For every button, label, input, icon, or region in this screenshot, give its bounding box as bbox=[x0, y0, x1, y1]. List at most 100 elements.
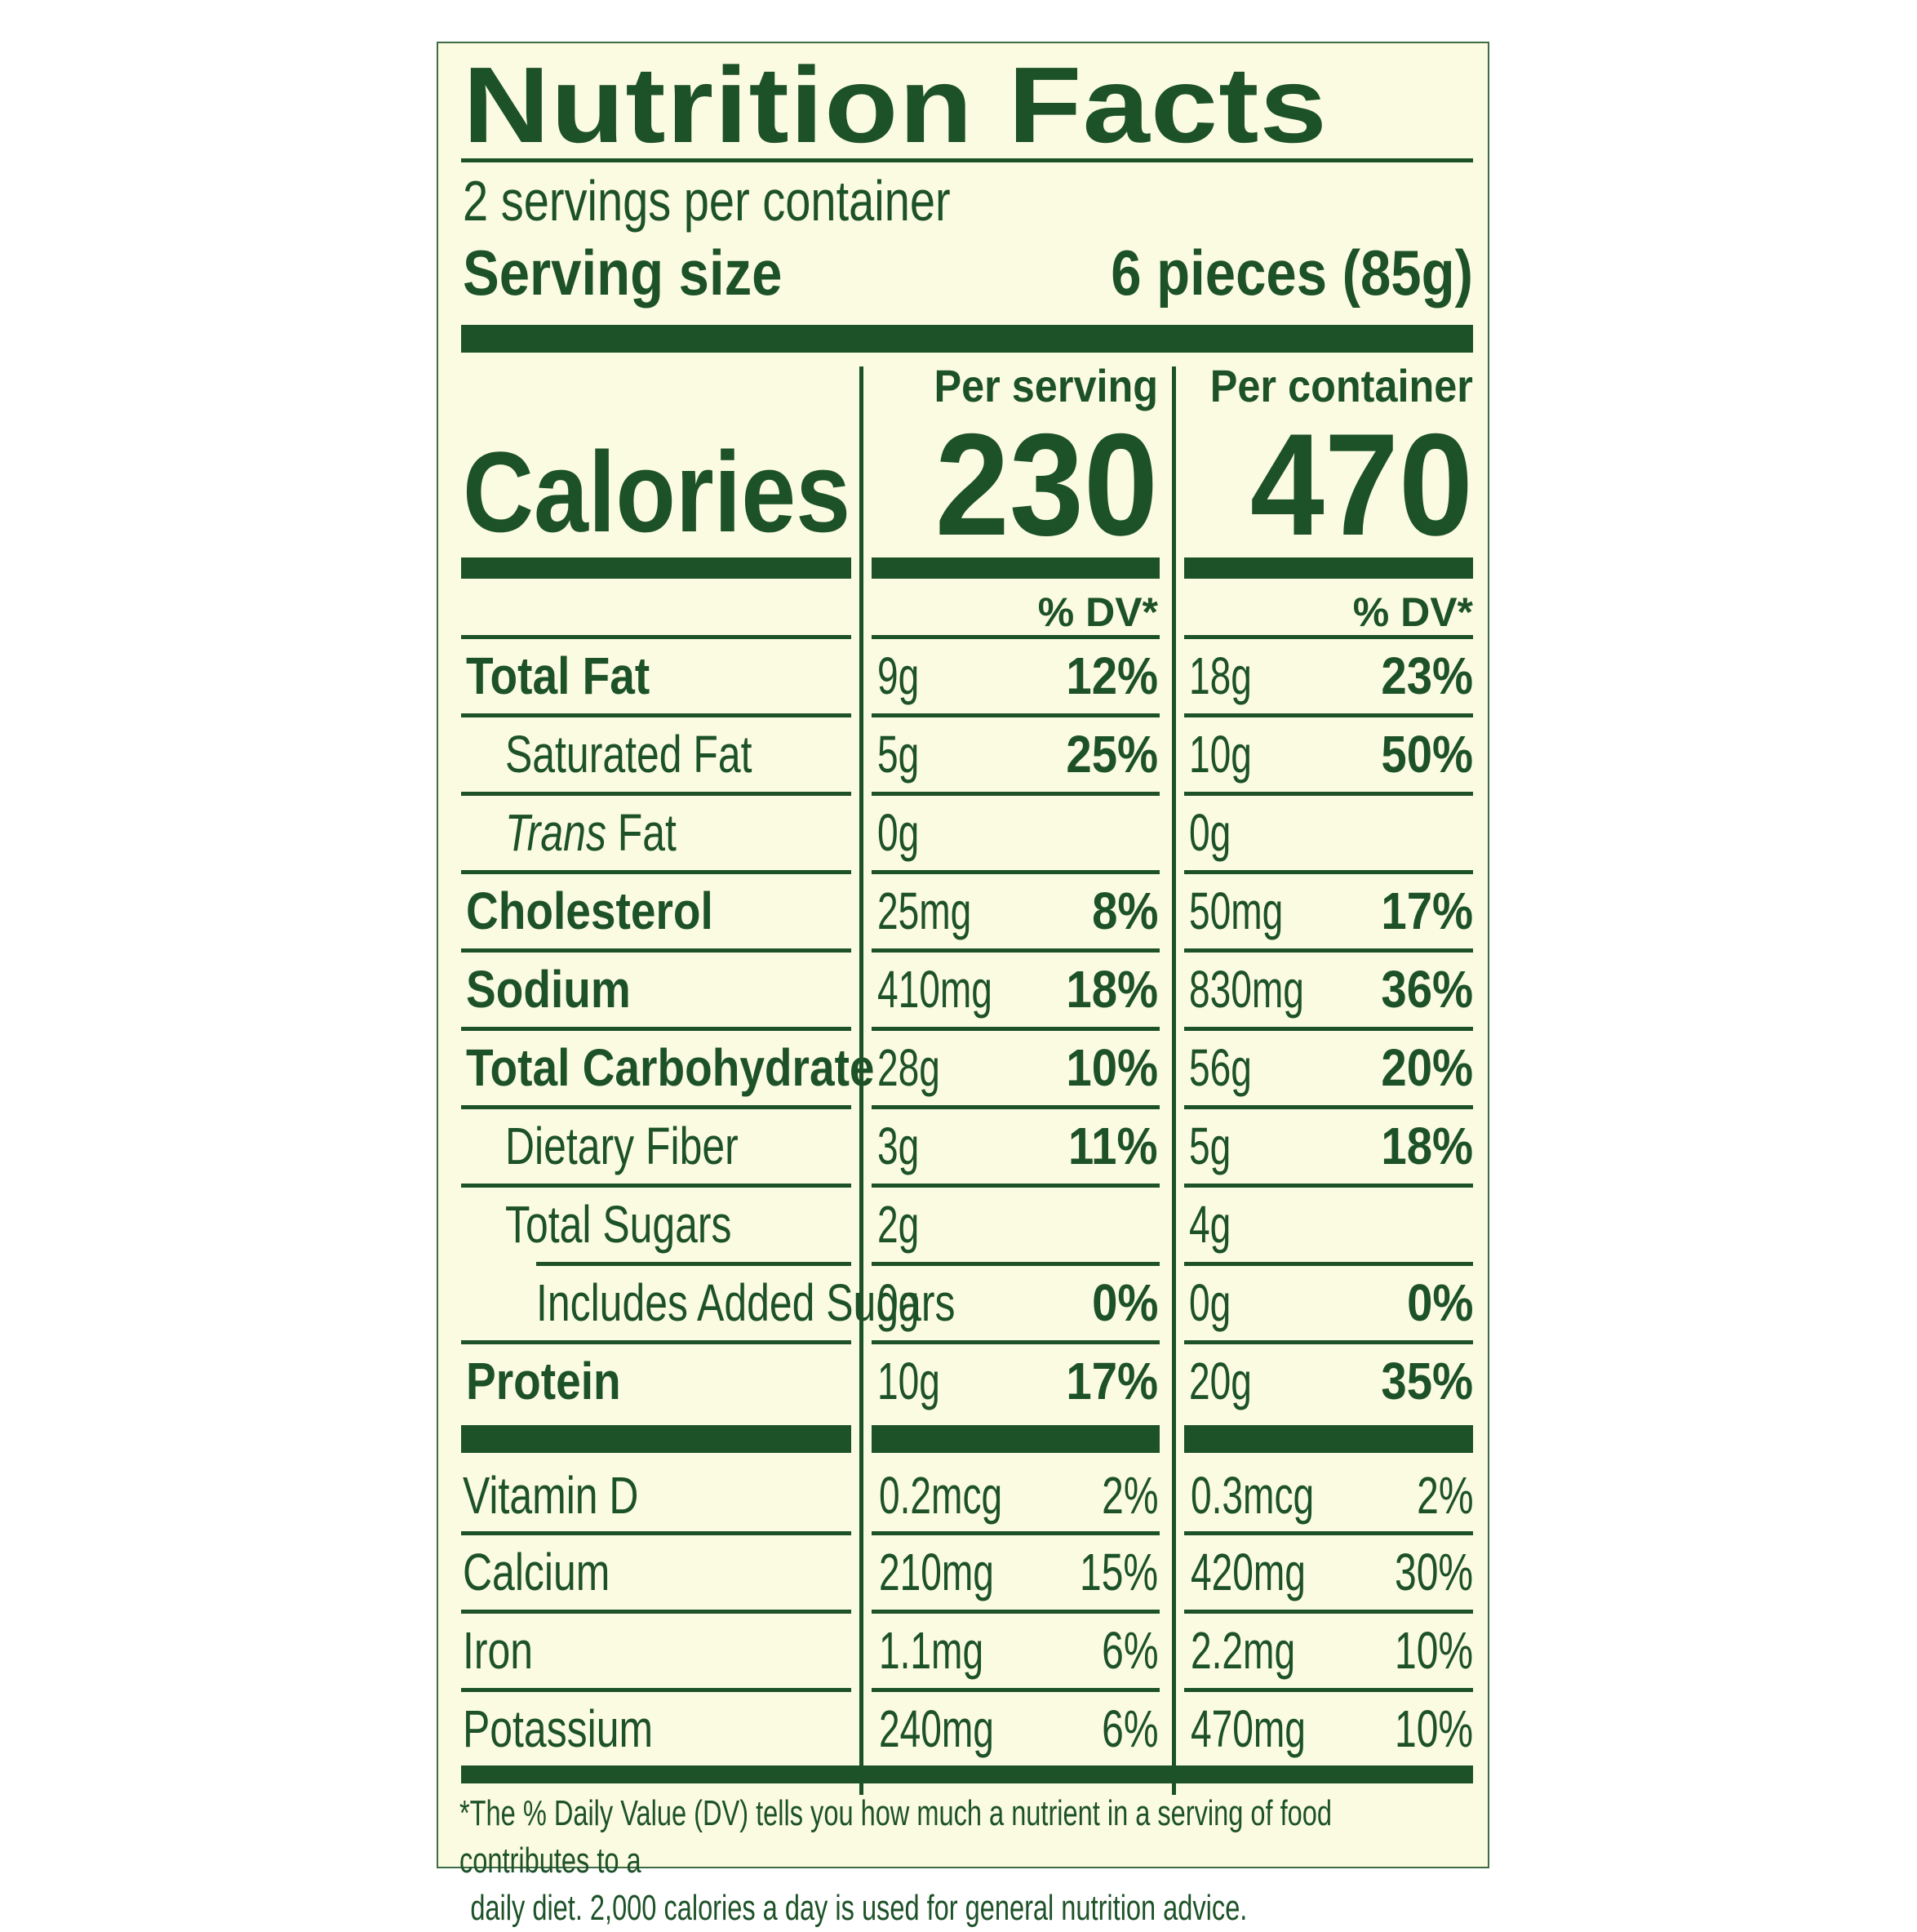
protein-thick-rule-container bbox=[1184, 1425, 1473, 1453]
nutrient-row-total-fat: Total Fat 9g 12% 18g 23% bbox=[438, 635, 1488, 713]
nutrient-name: Protein bbox=[466, 1352, 621, 1410]
column-divider-serving bbox=[859, 366, 863, 1795]
nutrient-name: Total Carbohydrate bbox=[466, 1038, 875, 1097]
vitamin-row-vitamin-d: Vitamin D 0.2mcg 2% 0.3mcg 2% bbox=[438, 1453, 1488, 1531]
vitamin-name: Potassium bbox=[463, 1699, 654, 1758]
nutrition-label: Nutrition Facts 2 servings per container… bbox=[437, 42, 1489, 1928]
serving-amount: 410mg bbox=[877, 960, 992, 1019]
container-dv: 20% bbox=[1381, 1038, 1473, 1097]
protein-thick-rule-name bbox=[461, 1425, 851, 1453]
nutrient-row-protein: Protein 10g 17% 20g 35% bbox=[438, 1340, 1488, 1419]
dv-header-serving: % DV* bbox=[1037, 589, 1158, 635]
nutrient-row-sodium: Sodium 410mg 18% 830mg 36% bbox=[438, 948, 1488, 1027]
serving-amount: 1.1mg bbox=[879, 1621, 984, 1680]
trans-prefix: Trans bbox=[505, 803, 606, 862]
serving-dv: 11% bbox=[1068, 1117, 1158, 1175]
calories-thick-rule-name bbox=[461, 557, 851, 579]
serving-amount: 0g bbox=[877, 1273, 920, 1332]
nutrient-row-dietary-fiber: Dietary Fiber 3g 11% 5g 18% bbox=[438, 1105, 1488, 1184]
servings-per-container: 2 servings per container bbox=[463, 169, 951, 233]
vitamin-row-potassium: Potassium 240mg 6% 470mg 10% bbox=[438, 1688, 1488, 1766]
container-dv: 2% bbox=[1416, 1466, 1473, 1525]
serving-size-label: Serving size bbox=[463, 237, 783, 309]
serving-dv: 6% bbox=[1101, 1621, 1158, 1680]
serving-size-thick-rule bbox=[461, 325, 1473, 353]
title-rule bbox=[461, 158, 1473, 162]
vitamin-name: Calcium bbox=[463, 1543, 610, 1601]
container-dv: 10% bbox=[1394, 1699, 1473, 1758]
serving-amount: 0.2mcg bbox=[879, 1466, 1003, 1525]
container-amount: 10g bbox=[1189, 725, 1252, 784]
vitamin-row-calcium: Calcium 210mg 15% 420mg 30% bbox=[438, 1531, 1488, 1610]
serving-dv: 25% bbox=[1066, 725, 1158, 784]
container-dv: 36% bbox=[1381, 960, 1473, 1019]
label-title: Nutrition Facts bbox=[463, 45, 1328, 165]
container-amount: 20g bbox=[1189, 1352, 1252, 1410]
serving-amount: 3g bbox=[877, 1117, 920, 1175]
serving-dv: 17% bbox=[1066, 1352, 1158, 1410]
serving-amount: 5g bbox=[877, 725, 920, 784]
protein-thick-rule-serving bbox=[872, 1425, 1160, 1453]
nutrient-row-saturated-fat: Saturated Fat 5g 25% 10g 50% bbox=[438, 713, 1488, 792]
container-amount: 830mg bbox=[1189, 960, 1304, 1019]
serving-dv: 10% bbox=[1066, 1038, 1158, 1097]
container-dv: 23% bbox=[1381, 646, 1473, 705]
calories-thick-rule-container bbox=[1184, 557, 1473, 579]
container-dv: 30% bbox=[1394, 1543, 1473, 1601]
serving-amount: 2g bbox=[877, 1195, 920, 1254]
container-amount: 2.2mg bbox=[1191, 1621, 1296, 1680]
serving-dv: 12% bbox=[1066, 646, 1158, 705]
serving-amount: 10g bbox=[877, 1352, 940, 1410]
serving-amount: 25mg bbox=[877, 882, 972, 940]
container-amount: 0g bbox=[1189, 803, 1231, 862]
nutrient-name: Includes Added Sugars bbox=[536, 1273, 956, 1332]
container-dv: 0% bbox=[1406, 1273, 1473, 1332]
trans-suffix: Fat bbox=[606, 803, 677, 862]
container-amount: 5g bbox=[1189, 1117, 1231, 1175]
vitamin-name: Vitamin D bbox=[463, 1466, 639, 1525]
serving-amount: 28g bbox=[877, 1038, 940, 1097]
calories-per-container: 470 bbox=[1249, 403, 1473, 566]
nutrient-name: Total Sugars bbox=[505, 1195, 732, 1254]
serving-amount: 210mg bbox=[879, 1543, 994, 1601]
nutrient-name: Sodium bbox=[466, 960, 631, 1019]
nutrient-row-total-sugars: Total Sugars 2g 4g bbox=[438, 1184, 1488, 1262]
serving-dv: 18% bbox=[1066, 960, 1158, 1019]
nutrient-row-total-carbohydrate: Total Carbohydrate 28g 10% 56g 20% bbox=[438, 1027, 1488, 1105]
container-amount: 0g bbox=[1189, 1273, 1231, 1332]
nutrient-row-cholesterol: Cholesterol 25mg 8% 50mg 17% bbox=[438, 870, 1488, 948]
container-amount: 50mg bbox=[1189, 882, 1284, 940]
container-amount: 18g bbox=[1189, 646, 1252, 705]
serving-dv: 2% bbox=[1101, 1466, 1158, 1525]
footnote-line-1: *The % Daily Value (DV) tells you how mu… bbox=[459, 1793, 1332, 1881]
calories-thick-rule-serving bbox=[872, 557, 1160, 579]
container-amount: 0.3mcg bbox=[1191, 1466, 1315, 1525]
container-dv: 10% bbox=[1394, 1621, 1473, 1680]
calories-per-serving: 230 bbox=[934, 403, 1158, 566]
container-amount: 56g bbox=[1189, 1038, 1252, 1097]
container-dv: 35% bbox=[1381, 1352, 1473, 1410]
serving-amount: 9g bbox=[877, 646, 920, 705]
serving-dv: 15% bbox=[1079, 1543, 1158, 1601]
nutrient-name: Total Fat bbox=[466, 646, 650, 705]
serving-amount: 240mg bbox=[879, 1699, 994, 1758]
vitamin-row-iron: Iron 1.1mg 6% 2.2mg 10% bbox=[438, 1610, 1488, 1688]
serving-dv: 6% bbox=[1101, 1699, 1158, 1758]
nutrient-row-trans-fat: Trans Fat 0g 0g bbox=[438, 792, 1488, 870]
container-dv: 17% bbox=[1381, 882, 1473, 940]
per-serving-header: Per serving bbox=[934, 360, 1158, 411]
vitamin-name: Iron bbox=[463, 1621, 534, 1680]
nutrient-name: Cholesterol bbox=[466, 882, 713, 940]
nutrient-name: Trans Fat bbox=[505, 806, 677, 859]
column-divider-container bbox=[1172, 366, 1176, 1795]
footnote-thick-rule bbox=[461, 1765, 1473, 1783]
container-amount: 4g bbox=[1189, 1195, 1231, 1254]
serving-size-value: 6 pieces (85g) bbox=[1111, 237, 1473, 309]
container-dv: 50% bbox=[1381, 725, 1473, 784]
container-amount: 420mg bbox=[1191, 1543, 1306, 1601]
footnote-line-2: daily diet. 2,000 calories a day is used… bbox=[470, 1888, 1248, 1928]
nutrient-name: Saturated Fat bbox=[505, 725, 752, 784]
container-amount: 470mg bbox=[1191, 1699, 1306, 1758]
serving-dv: 0% bbox=[1091, 1273, 1158, 1332]
serving-dv: 8% bbox=[1091, 882, 1158, 940]
